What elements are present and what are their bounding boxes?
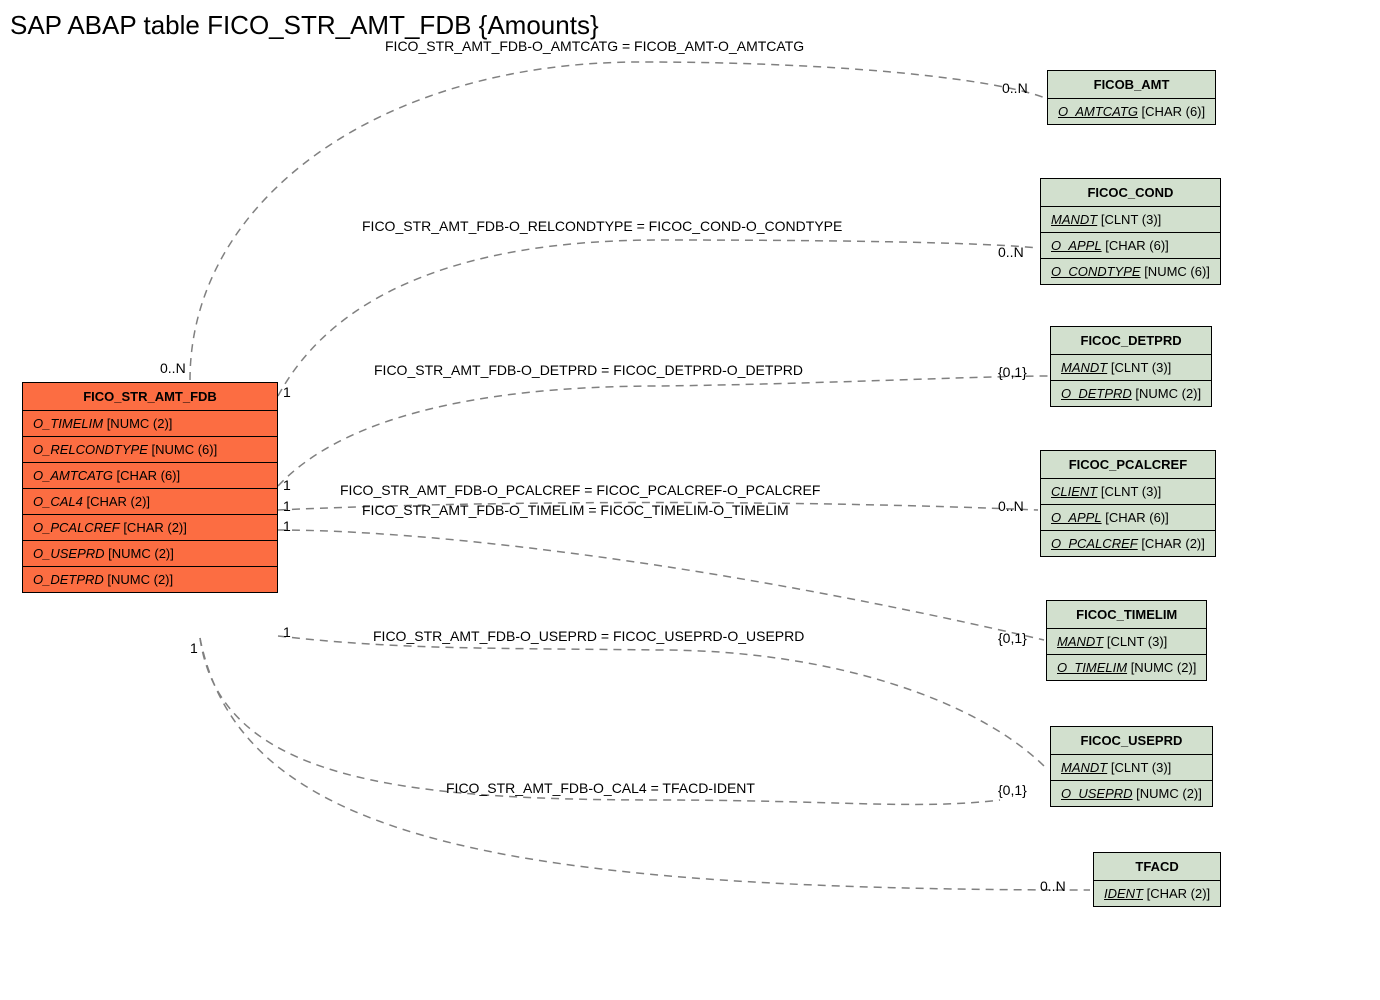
edge-label: FICO_STR_AMT_FDB-O_DETPRD = FICOC_DETPRD… bbox=[374, 362, 803, 378]
table-field: MANDT [CLNT (3)] bbox=[1051, 355, 1211, 381]
cardinality: 1 bbox=[283, 477, 291, 493]
table-header: TFACD bbox=[1094, 853, 1220, 881]
table-field: MANDT [CLNT (3)] bbox=[1051, 755, 1212, 781]
ref-table: FICOC_TIMELIMMANDT [CLNT (3)]O_TIMELIM [… bbox=[1046, 600, 1207, 681]
table-field: O_DETPRD [NUMC (2)] bbox=[1051, 381, 1211, 406]
edge-label: FICO_STR_AMT_FDB-O_PCALCREF = FICOC_PCAL… bbox=[340, 482, 820, 498]
cardinality: 0..N bbox=[998, 244, 1024, 260]
cardinality: {0,1} bbox=[998, 364, 1027, 380]
table-field: IDENT [CHAR (2)] bbox=[1094, 881, 1220, 906]
ref-table: FICOC_PCALCREFCLIENT [CLNT (3)]O_APPL [C… bbox=[1040, 450, 1216, 557]
main-table: FICO_STR_AMT_FDBO_TIMELIM [NUMC (2)]O_RE… bbox=[22, 382, 278, 593]
cardinality: 0..N bbox=[998, 498, 1024, 514]
cardinality: 0..N bbox=[1040, 878, 1066, 894]
cardinality: 1 bbox=[283, 518, 291, 534]
table-field: O_AMTCATG [CHAR (6)] bbox=[23, 463, 277, 489]
cardinality: {0,1} bbox=[998, 630, 1027, 646]
table-field: CLIENT [CLNT (3)] bbox=[1041, 479, 1215, 505]
cardinality: 1 bbox=[283, 384, 291, 400]
edge-label: FICO_STR_AMT_FDB-O_RELCONDTYPE = FICOC_C… bbox=[362, 218, 842, 234]
ref-table: TFACDIDENT [CHAR (2)] bbox=[1093, 852, 1221, 907]
table-field: O_AMTCATG [CHAR (6)] bbox=[1048, 99, 1215, 124]
edge-label: FICO_STR_AMT_FDB-O_CAL4 = TFACD-IDENT bbox=[446, 780, 755, 796]
table-header: FICOB_AMT bbox=[1048, 71, 1215, 99]
table-header: FICO_STR_AMT_FDB bbox=[23, 383, 277, 411]
table-field: O_USEPRD [NUMC (2)] bbox=[1051, 781, 1212, 806]
ref-table: FICOC_USEPRDMANDT [CLNT (3)]O_USEPRD [NU… bbox=[1050, 726, 1213, 807]
table-field: O_APPL [CHAR (6)] bbox=[1041, 233, 1220, 259]
table-field: O_PCALCREF [CHAR (2)] bbox=[1041, 531, 1215, 556]
table-field: O_PCALCREF [CHAR (2)] bbox=[23, 515, 277, 541]
table-field: MANDT [CLNT (3)] bbox=[1047, 629, 1206, 655]
cardinality: 0..N bbox=[160, 360, 186, 376]
cardinality: 1 bbox=[190, 640, 198, 656]
table-field: O_TIMELIM [NUMC (2)] bbox=[23, 411, 277, 437]
ref-table: FICOB_AMTO_AMTCATG [CHAR (6)] bbox=[1047, 70, 1216, 125]
ref-table: FICOC_CONDMANDT [CLNT (3)]O_APPL [CHAR (… bbox=[1040, 178, 1221, 285]
ref-table: FICOC_DETPRDMANDT [CLNT (3)]O_DETPRD [NU… bbox=[1050, 326, 1212, 407]
cardinality: 1 bbox=[283, 498, 291, 514]
table-field: O_CONDTYPE [NUMC (6)] bbox=[1041, 259, 1220, 284]
edge-label: FICO_STR_AMT_FDB-O_USEPRD = FICOC_USEPRD… bbox=[373, 628, 804, 644]
edge-label: FICO_STR_AMT_FDB-O_TIMELIM = FICOC_TIMEL… bbox=[362, 502, 789, 518]
table-header: FICOC_USEPRD bbox=[1051, 727, 1212, 755]
table-field: O_USEPRD [NUMC (2)] bbox=[23, 541, 277, 567]
cardinality: 1 bbox=[283, 624, 291, 640]
table-field: O_CAL4 [CHAR (2)] bbox=[23, 489, 277, 515]
edge-label: FICO_STR_AMT_FDB-O_AMTCATG = FICOB_AMT-O… bbox=[385, 38, 804, 54]
table-header: FICOC_TIMELIM bbox=[1047, 601, 1206, 629]
table-field: O_APPL [CHAR (6)] bbox=[1041, 505, 1215, 531]
table-field: O_TIMELIM [NUMC (2)] bbox=[1047, 655, 1206, 680]
cardinality: {0,1} bbox=[998, 782, 1027, 798]
table-header: FICOC_PCALCREF bbox=[1041, 451, 1215, 479]
table-field: O_DETPRD [NUMC (2)] bbox=[23, 567, 277, 592]
cardinality: 0..N bbox=[1002, 80, 1028, 96]
table-field: O_RELCONDTYPE [NUMC (6)] bbox=[23, 437, 277, 463]
table-field: MANDT [CLNT (3)] bbox=[1041, 207, 1220, 233]
table-header: FICOC_DETPRD bbox=[1051, 327, 1211, 355]
table-header: FICOC_COND bbox=[1041, 179, 1220, 207]
